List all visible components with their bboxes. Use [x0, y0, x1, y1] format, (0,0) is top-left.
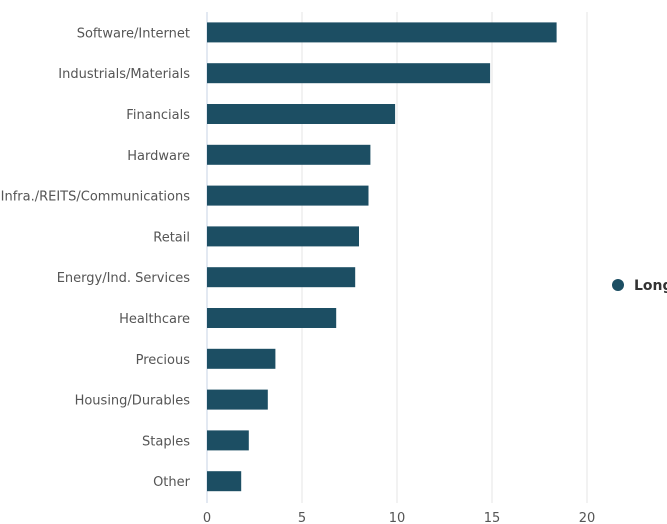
legend[interactable]: Long: [612, 278, 667, 294]
category-label: Energy/Ind. Services: [57, 271, 191, 286]
x-tick-label: 0: [203, 511, 211, 524]
category-label: Hardware: [127, 149, 190, 164]
category-label: Software/Internet: [77, 26, 190, 41]
legend-marker-long[interactable]: [612, 279, 624, 291]
category-label: Healthcare: [119, 312, 190, 327]
x-tick-label: 5: [298, 511, 306, 524]
category-label: Other: [153, 475, 191, 490]
bar-hardware[interactable]: [207, 144, 371, 165]
category-label: Precious: [136, 353, 191, 368]
category-label: Housing/Durables: [75, 394, 191, 409]
grid-lines: [206, 12, 588, 503]
category-label: Retail: [153, 230, 190, 245]
category-labels: Software/Internet Industrials/Materials Fi…: [1, 26, 191, 490]
x-axis-ticks: 0 5 10 15 20: [203, 511, 595, 524]
category-label: Financials: [126, 108, 190, 123]
category-label: Industrials/Materials: [58, 67, 190, 82]
bar-software-internet[interactable]: [207, 22, 557, 43]
bar-other[interactable]: [207, 471, 242, 492]
legend-label-long[interactable]: Long: [634, 278, 667, 294]
x-tick-label: 10: [389, 511, 406, 524]
bar-housing-durables[interactable]: [207, 389, 268, 410]
bar-infra-reits-communications[interactable]: [207, 185, 369, 206]
category-label: Infra./REITS/Communications: [1, 190, 191, 205]
x-tick-label: 20: [579, 511, 596, 524]
bar-healthcare[interactable]: [207, 308, 337, 328]
x-tick-label: 15: [484, 511, 501, 524]
bar-industrials-materials[interactable]: [207, 63, 491, 84]
bar-staples[interactable]: [207, 430, 249, 451]
bars: [207, 22, 557, 492]
category-label: Staples: [142, 434, 190, 449]
bar-energy-ind-services[interactable]: [207, 267, 356, 288]
bar-retail[interactable]: [207, 226, 359, 247]
bar-financials[interactable]: [207, 104, 396, 124]
bar-precious[interactable]: [207, 348, 276, 369]
